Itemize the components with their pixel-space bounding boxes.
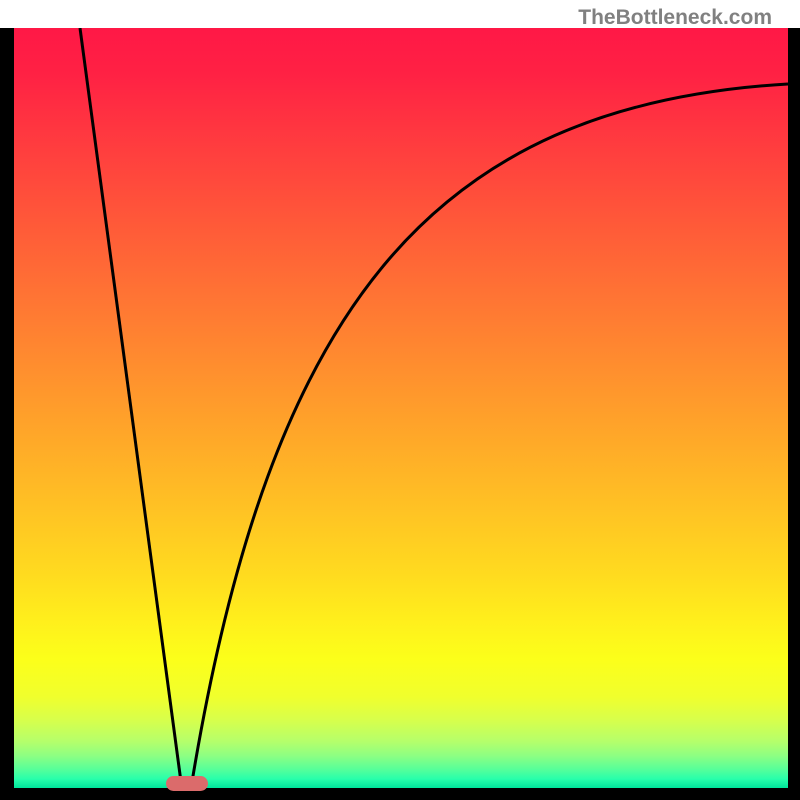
chart-container: TheBottleneck.com bbox=[0, 0, 800, 800]
border-right bbox=[788, 28, 800, 800]
plot-area bbox=[14, 28, 788, 788]
watermark-text: TheBottleneck.com bbox=[578, 6, 772, 30]
nadir-marker bbox=[166, 776, 208, 791]
border-left bbox=[0, 28, 14, 800]
gradient-background bbox=[14, 28, 788, 788]
gradient-rect bbox=[14, 28, 788, 788]
border-bottom bbox=[0, 788, 800, 800]
